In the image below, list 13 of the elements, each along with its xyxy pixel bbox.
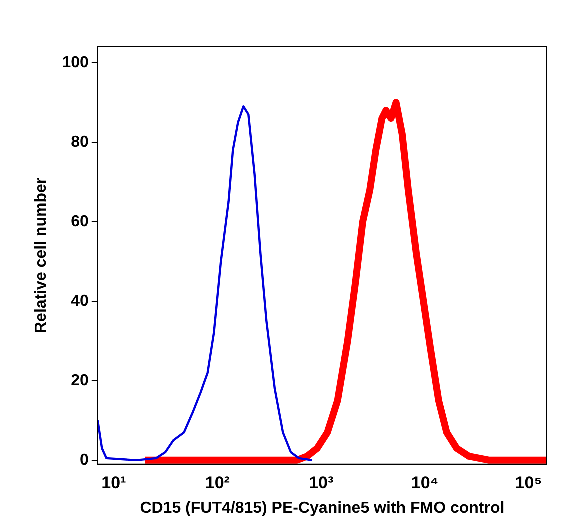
y-tick-label: 20: [71, 372, 89, 390]
x-tick-label: 10⁴: [411, 473, 439, 492]
x-tick-label: 10⁵: [515, 473, 542, 492]
y-tick-label: 80: [71, 134, 89, 151]
y-tick-label: 40: [71, 292, 89, 310]
x-tick-label: 10¹: [102, 473, 127, 492]
y-tick-label: 100: [62, 54, 89, 72]
x-tick-label: 10²: [205, 473, 230, 492]
y-axis-title: Relative cell number: [33, 178, 50, 334]
x-tick-label: 10³: [309, 473, 334, 492]
y-tick-label: 0: [80, 452, 89, 469]
y-tick-label: 60: [71, 213, 89, 230]
x-axis-title: CD15 (FUT4/815) PE-Cyanine5 with FMO control: [140, 500, 505, 517]
